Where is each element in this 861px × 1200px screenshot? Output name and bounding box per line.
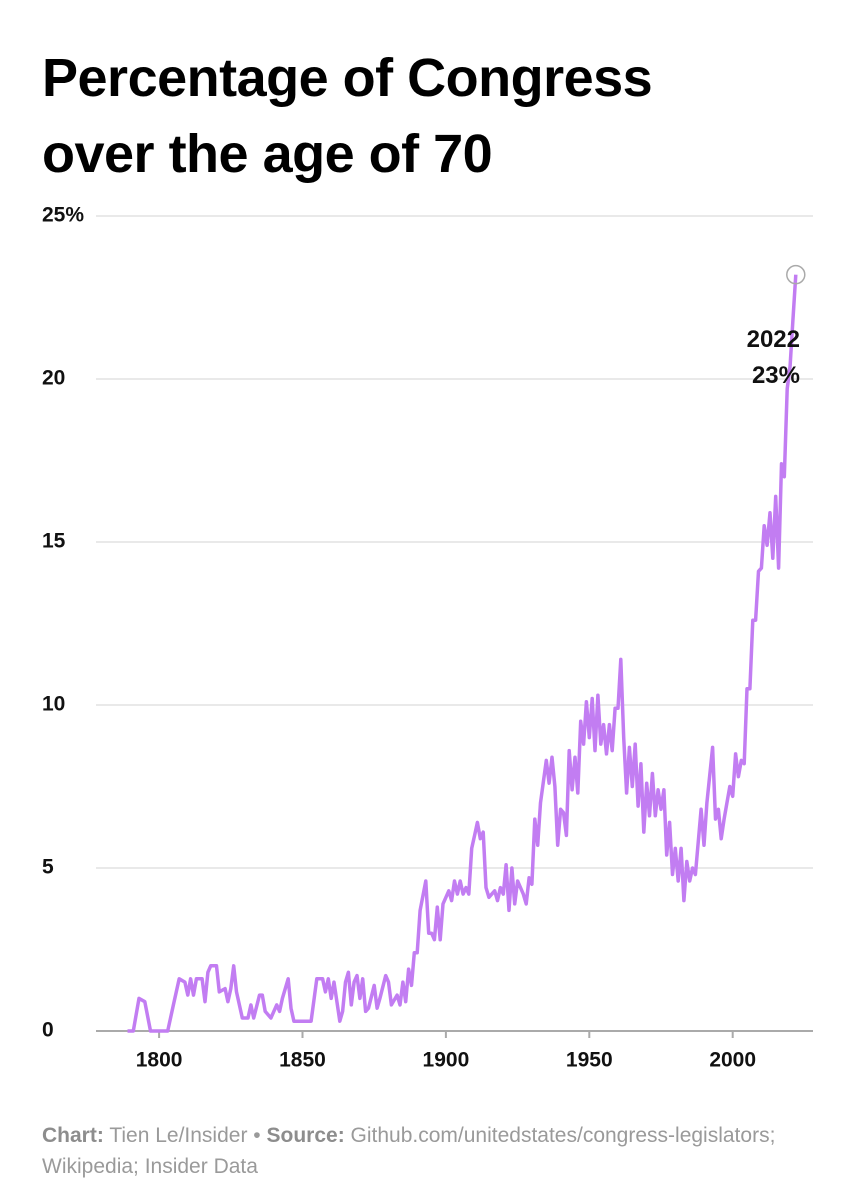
annotation-text: 23%: [752, 362, 800, 389]
x-tick-label: 1800: [136, 1049, 183, 1072]
chart-title: Percentage of Congress over the age of 7…: [42, 48, 653, 184]
x-tick-label: 1850: [279, 1049, 326, 1072]
y-tick-label: 0: [42, 1019, 54, 1042]
source-label: Source:: [266, 1124, 345, 1147]
x-tick-label: 1950: [566, 1049, 613, 1072]
y-tick-label: 20: [42, 367, 65, 390]
credit: Tien Le/Insider: [109, 1124, 248, 1147]
y-tick-label: 25%: [42, 204, 84, 227]
x-tick-label: 1900: [423, 1049, 470, 1072]
x-tick-label: 2000: [709, 1049, 756, 1072]
credit-label: Chart:: [42, 1124, 104, 1147]
line: [127, 274, 798, 1033]
chart: 0 5 10 15 25% 20 1800 1850 1900 1950 2000 2022 23%: [42, 204, 813, 1072]
footer: Chart: Tien Le/Insider • Source: Github.…: [42, 1120, 812, 1182]
y-tick-label: 5: [42, 856, 54, 879]
y-tick-label: 15: [42, 530, 66, 553]
annotation-text: 2022: [747, 326, 800, 353]
separator: •: [253, 1124, 261, 1147]
y-tick-label: 10: [42, 693, 65, 716]
annotation-marker: [786, 264, 806, 285]
source: Github.com/unitedstates/congress-legisla…: [42, 1124, 776, 1178]
